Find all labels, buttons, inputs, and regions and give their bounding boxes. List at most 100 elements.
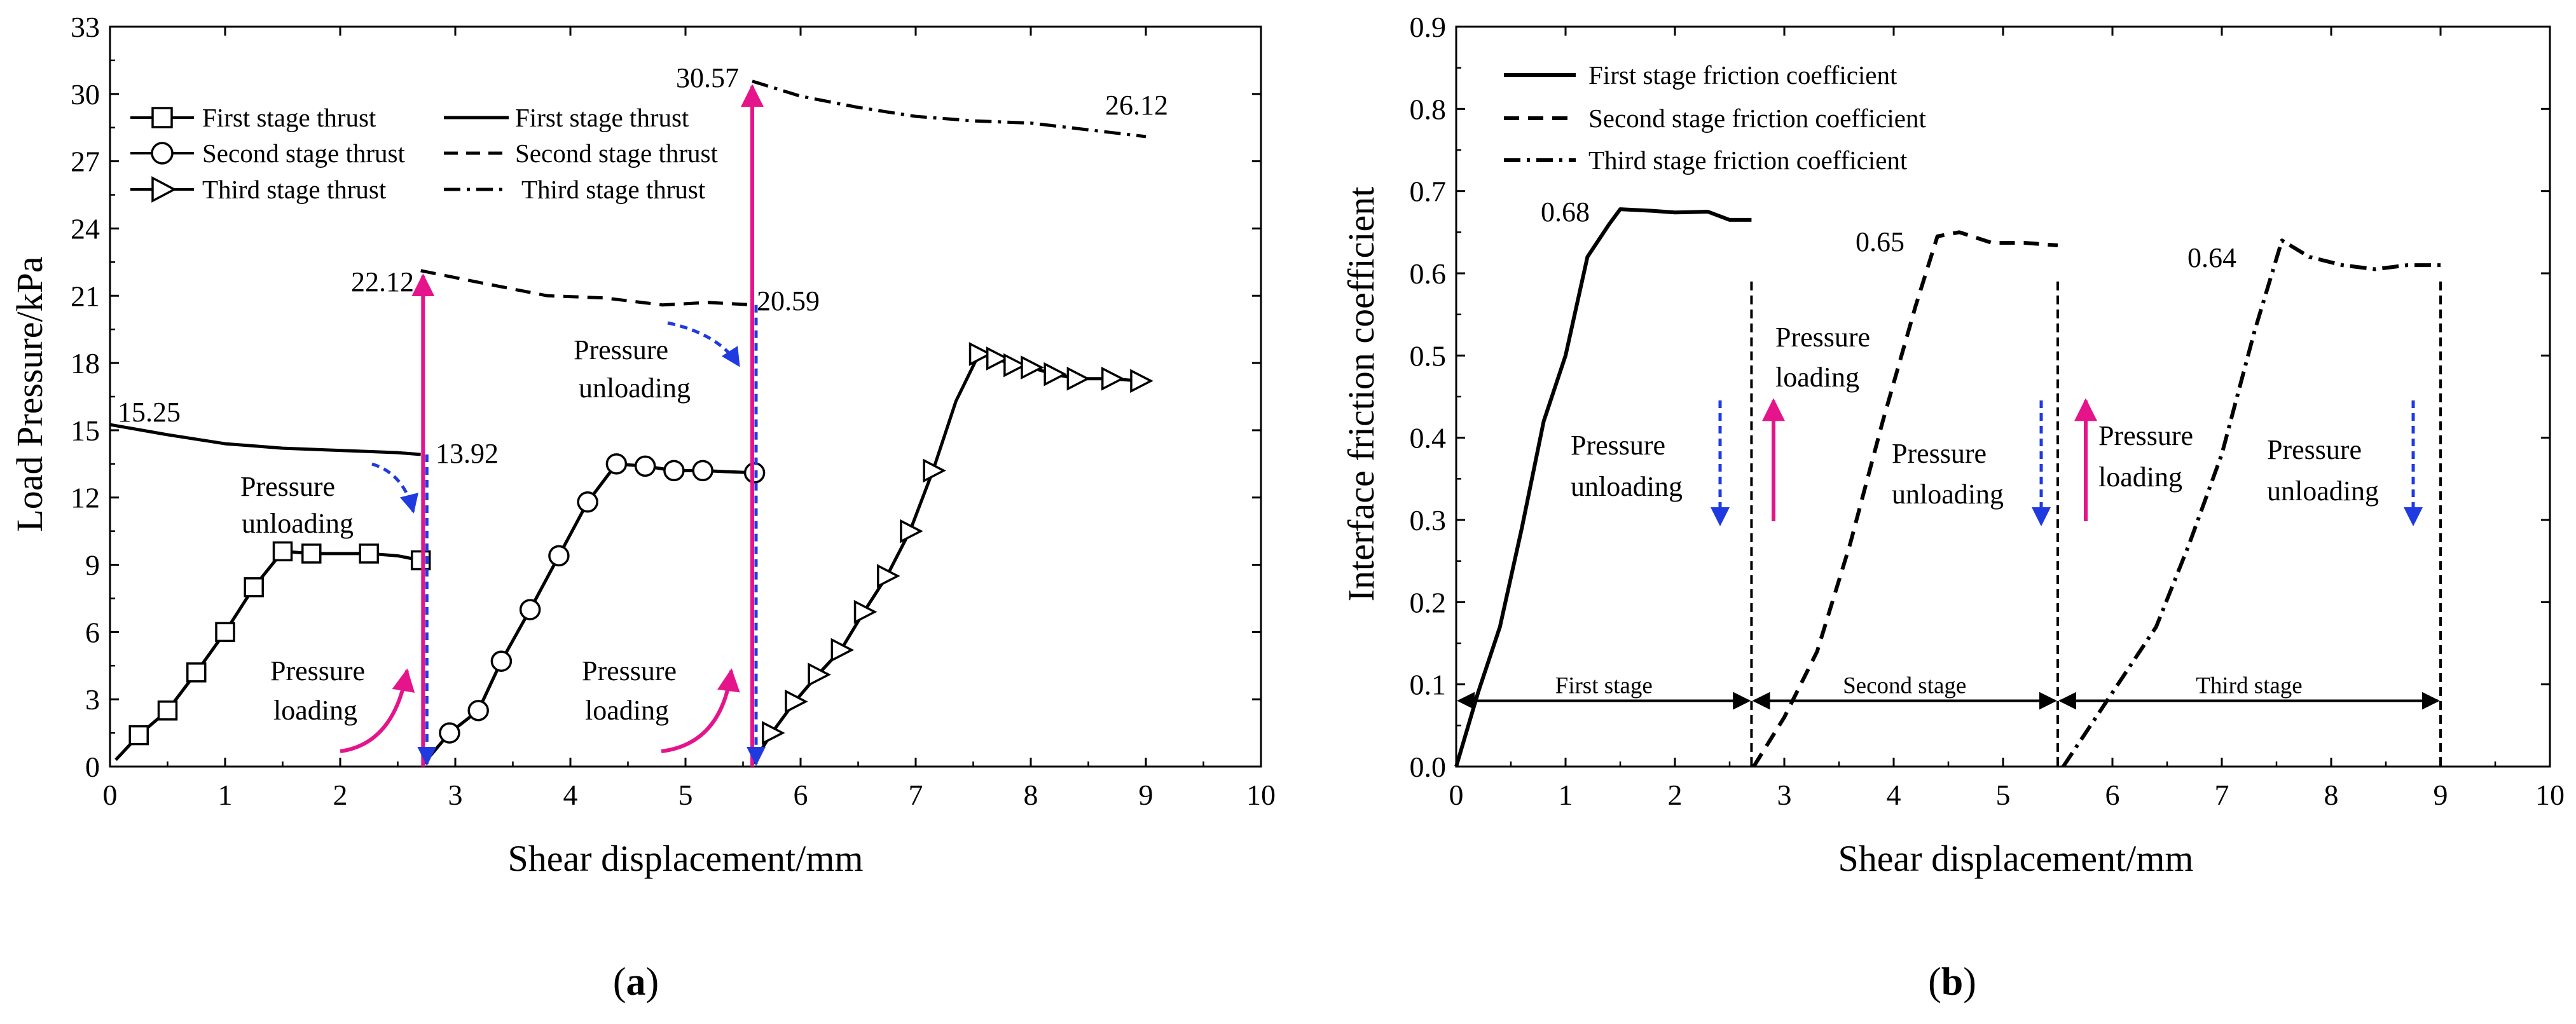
panel-b-label: (b): [1928, 960, 1976, 1004]
x-tick-label: 2: [1668, 779, 1683, 811]
svg-text:First stage thrust: First stage thrust: [202, 103, 376, 132]
y-tick-label: 0: [85, 751, 100, 783]
square-marker: [272, 541, 293, 562]
label-third-stage-peak: 0.64: [2187, 242, 2236, 273]
svg-text:loading: loading: [1775, 362, 1859, 393]
series-line-pressure-5: [752, 79, 1147, 139]
legend-entry-second-stage-thrust-marker: Second stage thrust: [130, 139, 405, 168]
triangle-marker: [1043, 362, 1068, 386]
legend-entry-third-stage-friction: Third stage friction coefficient: [1504, 146, 1908, 175]
label-first-stage-peak: 0.68: [1541, 196, 1590, 228]
x-tick-label: 3: [448, 779, 463, 811]
label-second-stage-start: 22.12: [351, 266, 414, 297]
x-tick-label: 8: [1024, 779, 1038, 811]
x-tick-label: 7: [2215, 779, 2229, 811]
square-marker: [244, 577, 264, 597]
friction-series-2: [1752, 230, 2058, 768]
stage-label-2: Second stage: [1843, 673, 1966, 699]
x-tick-label: 8: [2324, 779, 2339, 811]
y-tick-label: 0.4: [1410, 422, 1447, 454]
panel-b-x-axis-title: Shear displacement/mm: [1838, 838, 2194, 879]
svg-text:Pressure: Pressure: [2267, 434, 2362, 465]
series-line-pressure-3: [109, 423, 421, 456]
annotation-b-unloading-1: Pressure unloading: [1571, 400, 1730, 526]
annotation-b-unloading-3: Pressure unloading: [2267, 400, 2423, 526]
svg-text:loading: loading: [585, 695, 669, 726]
square-marker: [359, 543, 379, 564]
annotation-b-unloading-2: Pressure unloading: [1892, 400, 2051, 526]
svg-text:loading: loading: [2098, 461, 2182, 493]
svg-text:Second stage friction coeffici: Second stage friction coefficient: [1588, 104, 1927, 133]
x-tick-label: 6: [794, 779, 808, 811]
annotation-b-loading-2: Pressure loading: [2074, 398, 2193, 521]
svg-text:Pressure: Pressure: [582, 655, 677, 686]
x-tick-label: 4: [1887, 779, 1901, 811]
square-marker: [157, 700, 178, 721]
legend-entry-first-stage-friction: First stage friction coefficient: [1504, 60, 1898, 90]
triangle-marker: [986, 346, 1010, 371]
square-marker: [215, 622, 235, 643]
panel-b-y-axis-title: Interface friction coefficient: [1340, 187, 1382, 602]
panel-a-stage-transition-arrows: [411, 84, 766, 767]
y-tick-label: 0.2: [1410, 586, 1447, 618]
circle-marker: [548, 545, 570, 567]
circle-marker: [663, 460, 685, 482]
label-first-stage-start: 15.25: [118, 397, 181, 428]
svg-text:Pressure: Pressure: [1571, 430, 1665, 461]
panel-b-legend: First stage friction coefficient Second …: [1504, 60, 1927, 175]
panel-b-plot-frame: [1455, 25, 2551, 768]
square-marker: [128, 725, 149, 746]
legend-entry-first-stage-thrust-line: First stage thrust: [444, 103, 689, 132]
chart-panel-b: 0 1 2 3 4 5 6 7 8 9 10 0.0 0.1 0.2 0.3 0.4 0.5 0.6 0.7 0.8 0…: [1340, 11, 2565, 1004]
svg-text:Pressure: Pressure: [2098, 420, 2193, 451]
series-line-thrust-2: [750, 352, 1141, 765]
x-tick-label: 9: [2434, 779, 2448, 811]
label-second-stage-end: 20.59: [757, 285, 820, 317]
panel-a-y-axis-title: Load Pressure/kPa: [9, 256, 50, 531]
x-tick-label: 0: [103, 779, 118, 811]
square-marker: [301, 543, 322, 564]
legend-entry-first-stage-thrust-marker: First stage thrust: [130, 103, 376, 132]
y-tick-label: 30: [71, 78, 100, 111]
x-tick-label: 1: [218, 779, 233, 811]
x-tick-label: 6: [2105, 779, 2120, 811]
triangle-marker: [808, 662, 831, 687]
panel-a-x-axis-title: Shear displacement/mm: [508, 838, 864, 879]
friction-series-1: [1454, 207, 1752, 767]
triangle-marker: [853, 599, 878, 624]
series-line-pressure-4: [420, 269, 755, 307]
legend-entry-second-stage-friction: Second stage friction coefficient: [1504, 104, 1927, 133]
triangle-marker: [1101, 366, 1125, 391]
y-tick-label: 0.3: [1410, 504, 1447, 536]
svg-text:unloading: unloading: [579, 372, 691, 404]
x-tick-label: 2: [333, 779, 348, 811]
circle-marker: [634, 455, 656, 477]
y-tick-label: 0.1: [1410, 669, 1447, 701]
legend-entry-third-stage-thrust-line: Third stage thrust: [444, 175, 706, 204]
y-tick-label: 0.8: [1410, 93, 1447, 125]
x-tick-label: 3: [1777, 779, 1792, 811]
svg-text:unloading: unloading: [1571, 471, 1683, 502]
circle-marker: [692, 460, 713, 482]
label-third-stage-end: 26.12: [1105, 90, 1168, 121]
y-tick-label: 27: [71, 146, 100, 178]
panel-a-legend: First stage thrust Second stage thrust T…: [130, 103, 718, 204]
triangle-marker: [762, 721, 785, 745]
annotation-pressure-loading-1: Pressure loading: [270, 655, 415, 753]
triangle-marker: [830, 638, 855, 662]
y-tick-label: 18: [71, 347, 100, 379]
stage-label-3: Third stage: [2196, 673, 2302, 699]
svg-text:Third stage friction coefficie: Third stage friction coefficient: [1588, 146, 1908, 175]
panel-b-stage-indicators: First stage Second stage Third stage: [1457, 281, 2442, 767]
legend-entry-third-stage-thrust-marker: Third stage thrust: [130, 175, 387, 204]
x-tick-label: 10: [1246, 779, 1276, 811]
x-tick-label: 9: [1139, 779, 1154, 811]
annotation-pressure-unloading-2: Pressure unloading: [574, 321, 741, 404]
triangle-marker: [1021, 355, 1044, 380]
y-tick-label: 0.6: [1410, 257, 1447, 290]
x-tick-label: 0: [1449, 779, 1464, 811]
circle-marker: [519, 599, 541, 620]
svg-text:unloading: unloading: [2267, 475, 2379, 507]
